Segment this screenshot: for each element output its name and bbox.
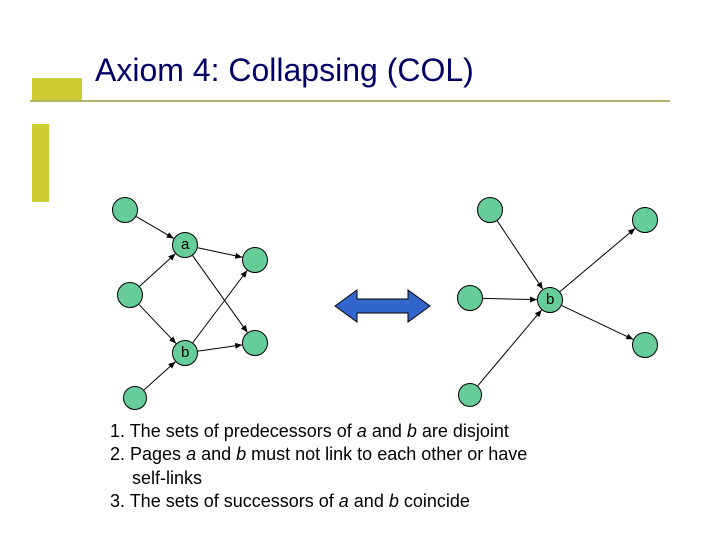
rule-3-var-b: b — [389, 491, 399, 511]
accent-block-left — [32, 124, 49, 202]
rule-2-var-b: b — [236, 444, 246, 464]
rule-2-var-a: a — [186, 444, 196, 464]
graph-node — [117, 282, 143, 308]
slide-title: Axiom 4: Collapsing (COL) — [95, 52, 474, 89]
rule-3-var-a: a — [339, 491, 349, 511]
rule-2: 2. Pages a and b must not link to each o… — [110, 443, 670, 466]
rule-1-var-b: b — [407, 421, 417, 441]
rule-1-var-a: a — [357, 421, 367, 441]
rule-2-cont: self-links — [110, 467, 670, 490]
graph-node — [632, 207, 658, 233]
title-underline — [30, 100, 670, 102]
graph-node — [477, 197, 503, 223]
graph-node — [242, 247, 268, 273]
graph-node — [112, 197, 138, 223]
rule-2-text: 2. Pages — [110, 444, 186, 464]
diagram-area: a b b — [80, 180, 680, 410]
graph-node — [457, 285, 483, 311]
graph-node-label: a — [181, 236, 189, 253]
graph-node — [458, 383, 482, 407]
graph-node — [632, 332, 658, 358]
graph-node-label: b — [181, 344, 189, 361]
graph-node — [123, 386, 147, 410]
accent-block-top — [32, 78, 82, 100]
graph-node-label: b — [546, 291, 554, 308]
rule-1-text: 1. The sets of predecessors of — [110, 421, 357, 441]
rule-3: 3. The sets of successors of a and b coi… — [110, 490, 670, 513]
graph-node — [242, 330, 268, 356]
rule-1: 1. The sets of predecessors of a and b a… — [110, 420, 670, 443]
rules-text: 1. The sets of predecessors of a and b a… — [110, 420, 670, 514]
rule-3-text: 3. The sets of successors of — [110, 491, 339, 511]
